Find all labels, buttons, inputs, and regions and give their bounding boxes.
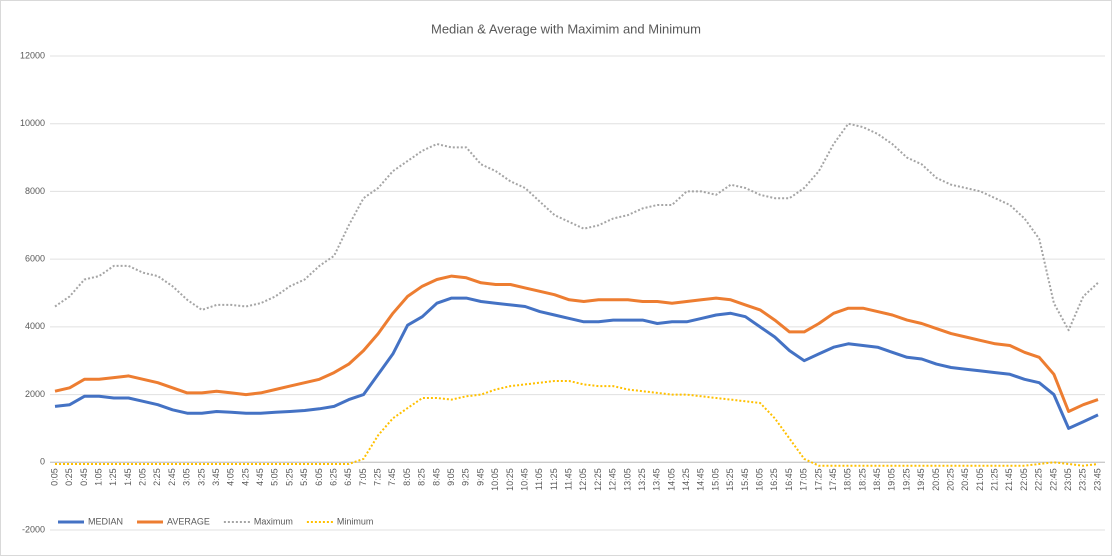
y-tick-label: 2000 [25,389,45,399]
x-tick-label: 22:05 [1019,468,1029,491]
x-tick-label: 18:25 [857,468,867,491]
series-line [54,296,1099,430]
y-tick-label: 12000 [20,50,45,60]
x-tick-label: 18:45 [872,468,882,491]
x-tick-label: 19:25 [901,468,911,491]
legend-label: Maximum [254,516,293,526]
x-tick-label: 2:05 [138,468,148,486]
x-tick-label: 14:45 [696,468,706,491]
x-tick-label: 20:05 [931,468,941,491]
x-tick-label: 20:45 [960,468,970,491]
x-tick-label: 0:25 [64,468,74,486]
legend-label: MEDIAN [88,516,123,526]
x-tick-label: 8:25 [417,468,427,486]
series-line [55,380,1099,467]
x-tick-label: 13:25 [637,468,647,491]
x-tick-label: 17:05 [799,468,809,491]
x-tick-label: 13:05 [622,468,632,491]
y-tick-label: 10000 [20,118,45,128]
x-tick-label: 8:45 [431,468,441,486]
x-tick-label: 17:25 [813,468,823,491]
y-tick-label: 0 [40,457,45,467]
x-tick-label: 7:25 [373,468,383,486]
x-tick-label: 2:25 [152,468,162,486]
x-tick-label: 16:05 [755,468,765,491]
legend-label: Minimum [337,516,374,526]
x-tick-label: 3:05 [182,468,192,486]
x-tick-label: 1:25 [108,468,118,486]
x-tick-label: 21:25 [990,468,1000,491]
x-tick-label: 15:25 [725,468,735,491]
y-tick-label: -2000 [22,524,45,534]
x-tick-label: 18:05 [843,468,853,491]
x-tick-label: 0:45 [79,468,89,486]
x-tick-label: 12:45 [608,468,618,491]
x-tick-label: 7:45 [387,468,397,486]
x-tick-label: 16:45 [784,468,794,491]
x-tick-label: 10:25 [505,468,515,491]
series-line [54,274,1099,413]
x-tick-label: 11:25 [549,468,559,490]
x-tick-label: 11:45 [564,468,574,490]
series-line [54,122,1099,332]
x-tick-label: 12:25 [593,468,603,491]
x-tick-label: 0:05 [49,468,59,486]
x-tick-label: 14:05 [666,468,676,491]
x-tick-label: 1:05 [93,468,103,486]
x-tick-label: 15:45 [740,468,750,491]
x-tick-label: 23:45 [1092,468,1102,491]
x-tick-label: 8:05 [402,468,412,486]
x-tick-label: 11:05 [534,468,544,490]
x-tick-label: 21:45 [1004,468,1014,491]
x-tick-label: 9:05 [446,468,456,486]
y-tick-label: 4000 [25,321,45,331]
x-tick-label: 17:45 [828,468,838,491]
x-tick-label: 15:05 [710,468,720,491]
x-tick-label: 13:45 [652,468,662,491]
y-tick-label: 8000 [25,186,45,196]
x-tick-label: 9:45 [475,468,485,486]
x-tick-label: 14:25 [681,468,691,491]
x-tick-label: 6:25 [328,468,338,486]
x-tick-label: 23:05 [1063,468,1073,491]
x-tick-label: 4:45 [255,468,265,486]
x-tick-label: 10:05 [490,468,500,491]
x-tick-label: 12:05 [578,468,588,491]
x-tick-label: 5:45 [299,468,309,486]
x-tick-label: 22:25 [1034,468,1044,491]
x-tick-label: 19:45 [916,468,926,491]
x-tick-label: 2:45 [167,468,177,486]
x-tick-label: 20:25 [945,468,955,491]
x-tick-label: 3:45 [211,468,221,486]
x-tick-label: 9:25 [461,468,471,486]
x-tick-label: 23:25 [1078,468,1088,491]
x-tick-label: 6:05 [314,468,324,486]
x-tick-label: 6:45 [343,468,353,486]
x-tick-label: 4:05 [226,468,236,486]
x-tick-label: 10:45 [519,468,529,491]
chart-title: Median & Average with Maximim and Minimu… [431,21,701,36]
x-tick-label: 19:05 [887,468,897,491]
x-tick-label: 4:25 [240,468,250,486]
x-tick-label: 5:05 [270,468,280,486]
x-tick-label: 5:25 [284,468,294,486]
legend-label: AVERAGE [167,516,210,526]
x-tick-label: 1:45 [123,468,133,486]
y-tick-label: 6000 [25,254,45,264]
x-tick-label: 22:45 [1048,468,1058,491]
x-tick-label: 16:25 [769,468,779,491]
x-tick-label: 7:05 [358,468,368,486]
x-tick-label: 3:25 [196,468,206,486]
x-tick-label: 21:05 [975,468,985,491]
